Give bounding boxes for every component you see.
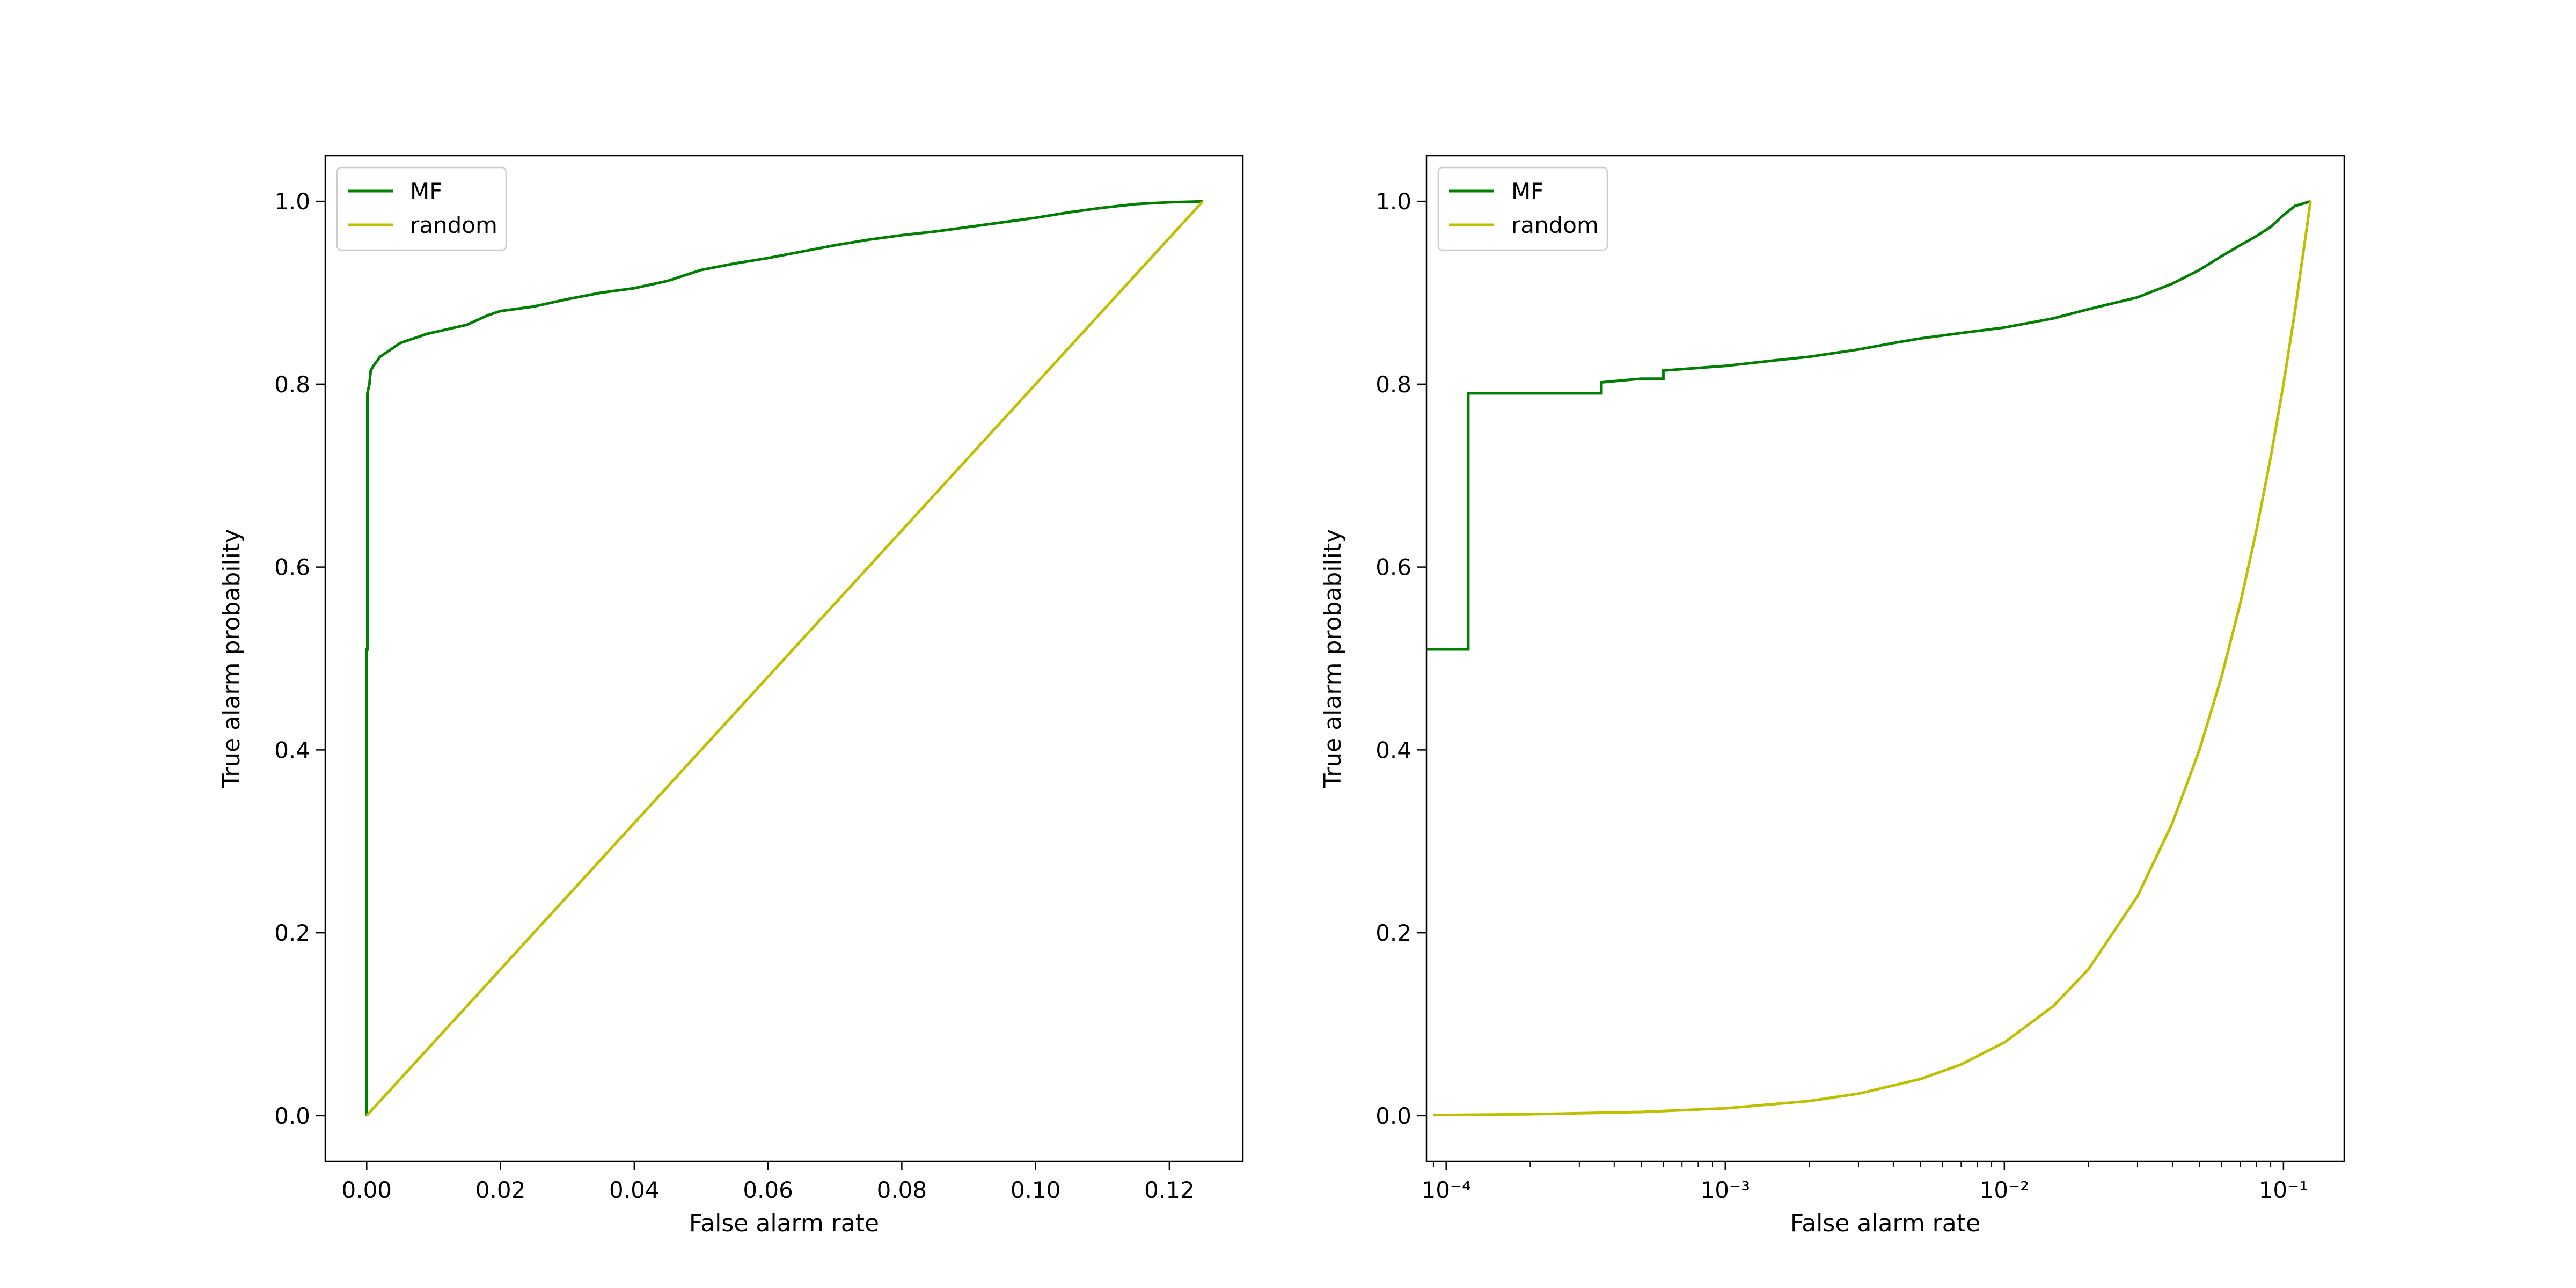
y-tick-label: 0.4: [274, 737, 310, 763]
legend: MF random: [1437, 166, 1608, 251]
series-group: [1426, 200, 2312, 1117]
legend-label-mf: MF: [410, 178, 442, 204]
y-axis-label: True alarm probability: [218, 529, 245, 789]
x-tick-label: 10⁻²: [1980, 1177, 2029, 1203]
legend-box: [1437, 166, 1608, 251]
subplot-2: 10⁻⁴ 10⁻³ 10⁻² 10⁻¹ 0.0 0.2 0.4 0.6 0.8 1.0 False …: [1319, 155, 2345, 1237]
x-tick-label: 10⁻⁴: [1421, 1177, 1470, 1203]
axes-frame: [1425, 155, 2345, 1162]
y-tick-label: 0.6: [274, 554, 310, 581]
legend-label-random: random: [1511, 212, 1599, 238]
legend-label-mf: MF: [1511, 178, 1543, 204]
axes-frame: [324, 155, 1244, 1162]
x-tick-label: 0.12: [1144, 1177, 1195, 1203]
legend-label-random: random: [410, 212, 497, 238]
series-line-mf: [365, 200, 1203, 1116]
x-axis-label: False alarm rate: [689, 1210, 879, 1237]
y-tick-label: 0.0: [1375, 1103, 1411, 1129]
y-tick-label: 0.8: [1375, 371, 1411, 398]
subplot-1: 0.00 0.02 0.04 0.06 0.08 0.10 0.12 0.0 0.2 0.4 0.6…: [218, 155, 1244, 1237]
x-tick-label: 0.08: [877, 1177, 927, 1203]
y-tick-label: 0.6: [1375, 554, 1411, 581]
series-line-mf: [1426, 200, 2311, 651]
y-tick-label: 0.2: [274, 920, 310, 946]
x-tick-label: 10⁻³: [1701, 1177, 1750, 1203]
x-tick-label: 0.06: [743, 1177, 793, 1203]
series-group: [365, 200, 1204, 1117]
series-line-random: [365, 200, 1204, 1117]
y-tick-label: 0.2: [1375, 920, 1411, 946]
y-tick-label: 0.8: [274, 371, 310, 398]
x-tick-label: 10⁻¹: [2259, 1177, 2308, 1203]
x-tick-label: 0.00: [342, 1177, 392, 1203]
y-tick-label: 0.0: [274, 1103, 310, 1129]
legend-box: [336, 166, 507, 251]
y-tick-label: 0.4: [1375, 737, 1411, 763]
x-tick-label: 0.02: [475, 1177, 526, 1203]
x-tick-label: 0.04: [609, 1177, 660, 1203]
y-axis-label: True alarm probability: [1319, 529, 1346, 789]
y-tick-label: 1.0: [1375, 188, 1411, 215]
y-tick-label: 1.0: [274, 188, 310, 215]
series-line-random: [1433, 201, 2312, 1117]
x-tick-label: 0.10: [1011, 1177, 1061, 1203]
x-axis-label: False alarm rate: [1790, 1210, 1980, 1237]
legend: MF random: [336, 166, 507, 251]
